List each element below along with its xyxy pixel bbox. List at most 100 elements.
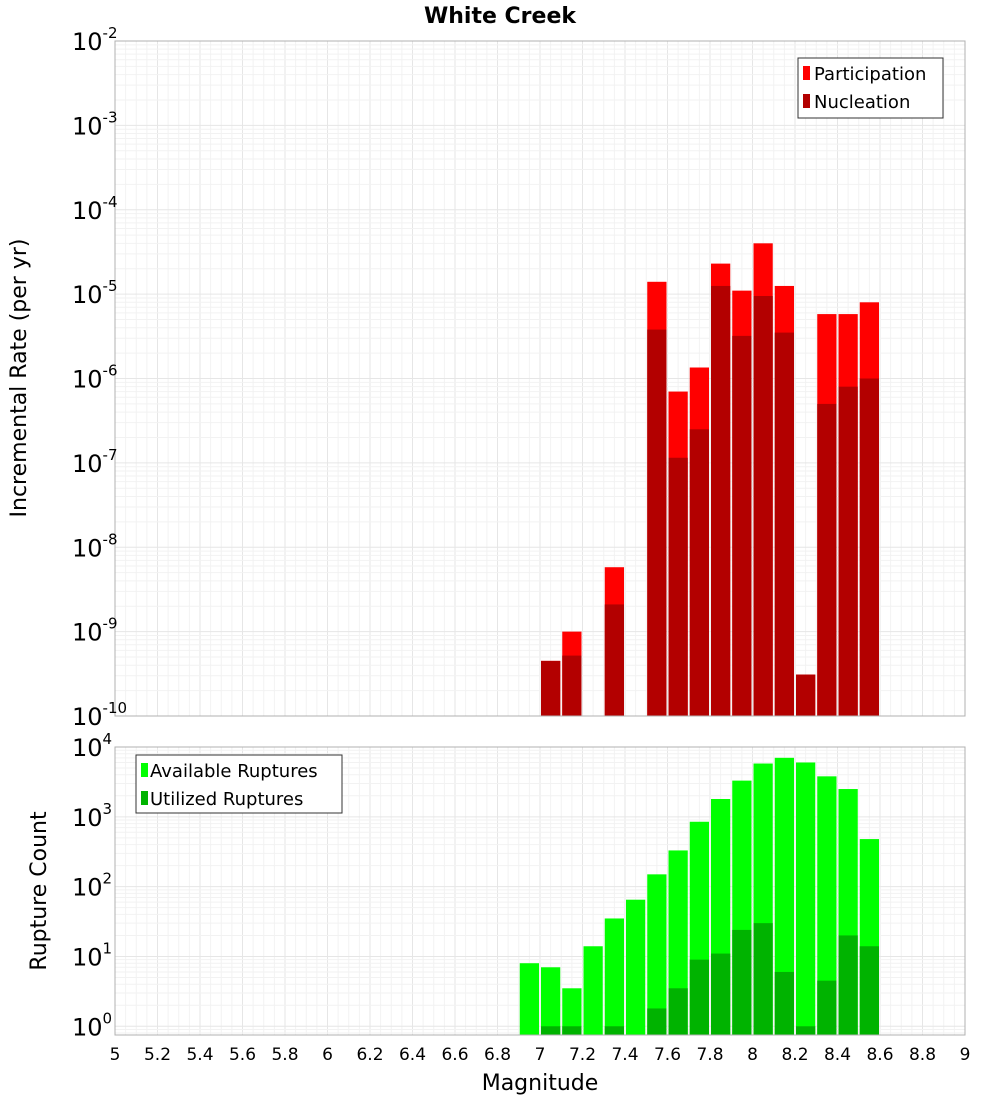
x-tick-label: 8.6 [866, 1045, 893, 1065]
y-tick-label: 10-7 [72, 446, 118, 478]
rate-bar-series2 [711, 285, 731, 716]
count-bar-series2 [753, 923, 773, 1035]
count-bar-series2 [774, 971, 794, 1035]
count-legend: Available Ruptures Utilized Ruptures [135, 754, 343, 814]
rate-bar-series2 [859, 378, 879, 716]
count-panel: 100 101 102 103 104 5 5.2 5.4 5.6 5.8 6 6.2 6.4 6.6 6… [27, 730, 970, 1096]
rate-bar-series2 [817, 403, 837, 716]
rate-bar-series2 [838, 386, 858, 716]
utilized-legend-swatch [141, 791, 148, 805]
count-bar-series2 [859, 946, 879, 1035]
count-bar-series2 [817, 980, 837, 1035]
count-bar-series1 [817, 776, 837, 1035]
rate-bar-series2 [604, 604, 624, 716]
x-tick-label: 8.8 [909, 1045, 936, 1065]
count-bar-series1 [583, 946, 603, 1035]
x-tick-label: 6.6 [441, 1045, 468, 1065]
count-bar-series1 [647, 874, 667, 1035]
count-bar-series2 [689, 959, 709, 1035]
rate-bar-series2 [753, 296, 773, 716]
y-tick-label: 10-3 [72, 108, 118, 140]
count-bar-series2 [604, 1026, 624, 1035]
count-bar-series2 [838, 935, 858, 1035]
y-tick-label: 102 [72, 870, 112, 902]
participation-legend-label: Participation [814, 64, 926, 85]
count-bar-series1 [604, 918, 624, 1035]
rate-bar-series2 [774, 332, 794, 716]
rate-bar-series2 [647, 329, 667, 716]
rate-legend: Participation Nucleation [797, 57, 944, 119]
x-tick-label: 6 [322, 1045, 333, 1065]
rate-bar-series2 [541, 660, 561, 716]
count-bar-series1 [774, 757, 794, 1035]
rate-bars [541, 243, 879, 717]
rate-bar-series2 [562, 655, 582, 716]
x-tick-label: 9 [960, 1045, 971, 1065]
utilized-legend-label: Utilized Ruptures [150, 789, 303, 810]
y-tick-label: 10-10 [72, 699, 127, 731]
count-bar-series1 [519, 963, 539, 1035]
x-tick-label: 7.6 [654, 1045, 681, 1065]
rate-panel: 10-10 10-9 10-8 10-7 10-6 10-5 10-4 10-3 10-2 In… [7, 24, 966, 731]
x-tick-label: 6.2 [356, 1045, 383, 1065]
x-tick-label: 6.4 [399, 1045, 426, 1065]
x-tick-label: 6.8 [484, 1045, 511, 1065]
x-tick-label: 7.2 [569, 1045, 596, 1065]
y-tick-label: 10-5 [72, 277, 118, 309]
y-tick-label: 100 [72, 1009, 112, 1041]
rate-y-axis-title: Incremental Rate (per yr) [7, 239, 32, 518]
x-tick-label: 7.4 [611, 1045, 638, 1065]
count-legend-box [135, 754, 343, 814]
rate-plot-frame [114, 40, 966, 717]
x-tick-label: 5.8 [271, 1045, 298, 1065]
y-tick-label: 103 [72, 800, 112, 832]
count-bar-series1 [541, 967, 561, 1035]
rate-legend-box [797, 57, 944, 119]
count-bar-series2 [562, 1026, 582, 1035]
magnitude-x-ticks: 5 5.2 5.4 5.6 5.8 6 6.2 6.4 6.6 6.8 7 7.2 7.4 7.6 7.8 8… [110, 1045, 971, 1065]
x-tick-label: 7 [535, 1045, 546, 1065]
x-axis-title: Magnitude [482, 1071, 599, 1096]
count-bar-series1 [626, 899, 646, 1035]
x-tick-label: 5.4 [186, 1045, 213, 1065]
participation-legend-swatch [803, 66, 810, 80]
rate-gridlines [114, 41, 966, 717]
rate-bar-series2 [796, 674, 816, 716]
y-tick-label: 10-8 [72, 530, 118, 562]
y-tick-label: 10-6 [72, 362, 118, 394]
y-tick-label: 10-9 [72, 615, 118, 647]
count-bars [519, 757, 879, 1035]
x-tick-label: 5 [110, 1045, 121, 1065]
count-bar-series2 [711, 953, 731, 1035]
x-tick-label: 8.2 [781, 1045, 808, 1065]
rate-bar-series2 [668, 457, 688, 716]
chart-title: White Creek [424, 4, 577, 29]
y-tick-label: 10-2 [72, 24, 118, 56]
available-legend-label: Available Ruptures [150, 761, 318, 782]
count-plot-frame [114, 746, 966, 1036]
x-tick-label: 8 [747, 1045, 758, 1065]
rate-y-ticks: 10-10 10-9 10-8 10-7 10-6 10-5 10-4 10-3 10-2 [72, 24, 127, 731]
count-bar-series1 [796, 762, 816, 1035]
available-legend-swatch [141, 763, 148, 777]
count-bar-series2 [541, 1026, 561, 1035]
x-tick-label: 7.8 [696, 1045, 723, 1065]
nucleation-legend-swatch [803, 94, 810, 108]
count-bar-series1 [562, 988, 582, 1035]
y-tick-label: 104 [72, 730, 112, 762]
x-tick-label: 5.6 [229, 1045, 256, 1065]
rate-bar-series2 [689, 429, 709, 716]
count-y-ticks: 100 101 102 103 104 [72, 730, 112, 1041]
y-tick-label: 10-4 [72, 193, 118, 225]
x-tick-label: 8.4 [824, 1045, 851, 1065]
x-tick-label: 5.2 [144, 1045, 171, 1065]
count-bar-series2 [796, 1026, 816, 1035]
count-y-axis-title: Rupture Count [27, 811, 52, 971]
count-bar-series2 [647, 1008, 667, 1035]
rate-bar-series2 [732, 335, 752, 716]
count-bar-series2 [668, 988, 688, 1035]
nucleation-legend-label: Nucleation [814, 92, 910, 113]
y-tick-label: 101 [72, 939, 112, 971]
count-bar-series2 [732, 929, 752, 1035]
